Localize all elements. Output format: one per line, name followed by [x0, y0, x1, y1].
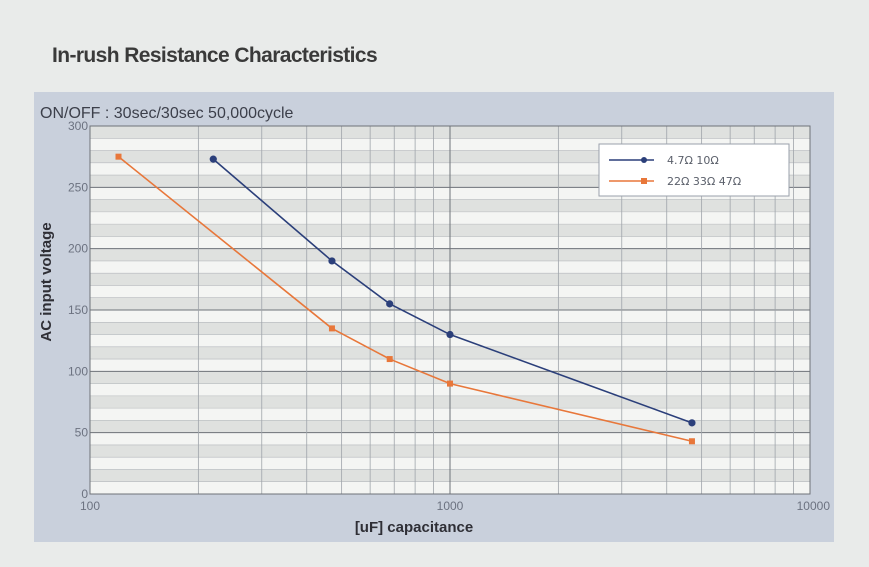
y-tick-label: 150: [68, 303, 88, 317]
series-layer: [115, 153, 696, 445]
series-1-point: [386, 300, 394, 308]
y-axis-label: AC input voltage: [38, 222, 55, 341]
x-tick-label: 10000: [797, 499, 831, 513]
series-1-point: [688, 419, 696, 427]
x-tick-label: 100: [80, 499, 100, 513]
legend: 4.7Ω 10Ω 22Ω 33Ω 47Ω: [598, 143, 790, 197]
x-axis-label: [uF] capacitance: [355, 519, 473, 536]
y-tick-label: 300: [68, 119, 88, 133]
y-tick-label: 250: [68, 180, 88, 194]
y-tick-label: 100: [68, 364, 88, 378]
series-2-point: [447, 380, 453, 387]
legend-marker-series-1: [641, 157, 647, 163]
series-1-point: [209, 155, 217, 163]
page-title: In-rush Resistance Characteristics: [52, 44, 378, 67]
series-2-point: [328, 325, 335, 332]
x-tick-labels: 100 1000 10000: [80, 499, 830, 513]
series-2-point: [688, 438, 695, 445]
y-tick-labels: 0 50 100 150 200 250 300: [68, 119, 88, 501]
series-2-point: [115, 153, 122, 160]
legend-label-series-1: 4.7Ω 10Ω: [667, 154, 719, 167]
chart-panel: 0 50 100 150 200 250 300 100 1000 10000 ON/OFF :…: [34, 92, 834, 542]
x-tick-label: 1000: [437, 499, 464, 513]
y-tick-label: 200: [68, 242, 88, 256]
series-1-point: [328, 257, 336, 265]
y-tick-label: 50: [75, 426, 89, 440]
plot-border: [89, 125, 811, 495]
plot-gridlines: [89, 125, 811, 495]
series-2-point: [386, 356, 393, 363]
y-tick-label: 0: [81, 487, 88, 501]
legend-label-series-2: 22Ω 33Ω 47Ω: [667, 175, 741, 188]
series-1-point: [446, 330, 454, 339]
chart-subtitle: ON/OFF : 30sec/30sec 50,000cycle: [40, 105, 294, 122]
legend-marker-series-2: [641, 178, 647, 184]
chart: 0 50 100 150 200 250 300 100 1000 10000 ON/OFF :…: [38, 105, 830, 536]
legend-box: [598, 143, 790, 197]
